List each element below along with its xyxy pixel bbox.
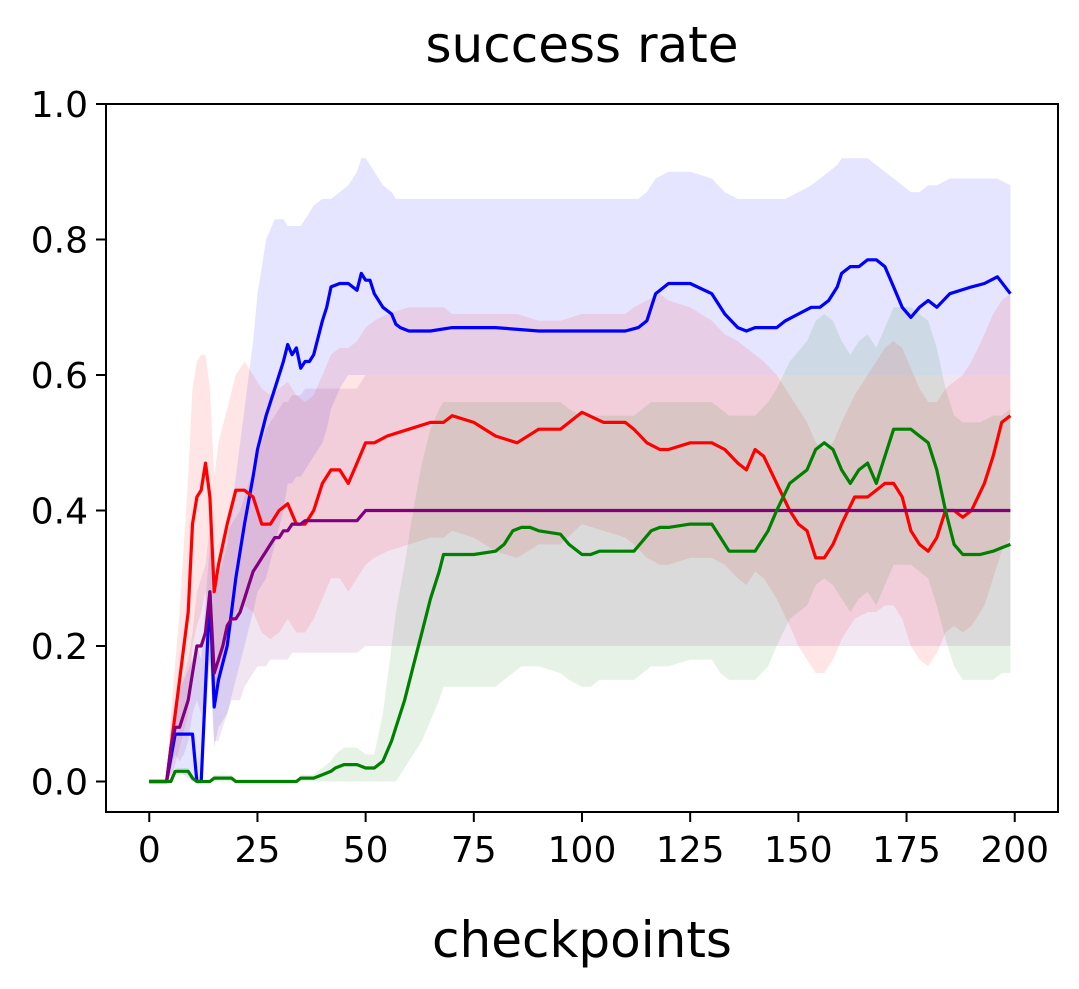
series-2-band <box>149 375 1011 782</box>
x-tick-label: 0 <box>138 830 161 871</box>
series-1-band <box>149 293 1011 782</box>
y-tick-label: 0.6 <box>31 356 88 397</box>
series-3-band <box>149 307 1011 782</box>
x-tick-label: 150 <box>764 830 833 871</box>
y-tick-label: 0.2 <box>31 627 88 668</box>
x-tick-label: 75 <box>451 830 497 871</box>
series-lines <box>149 258 1012 784</box>
y-tick-label: 0.0 <box>31 763 88 804</box>
chart-title: success rate <box>425 16 738 74</box>
series-3-line <box>149 427 1011 784</box>
x-tick-label: 25 <box>235 830 281 871</box>
x-axis-ticks: 0 25 50 75 100 125 150 175 200 <box>138 812 1049 871</box>
series-0-line <box>149 258 1012 784</box>
x-tick-label: 175 <box>872 830 941 871</box>
y-axis-ticks: 0.0 0.2 0.4 0.6 0.8 1.0 <box>31 85 106 804</box>
series-1-line <box>149 410 1012 784</box>
x-tick-label: 200 <box>980 830 1049 871</box>
x-tick-label: 125 <box>656 830 725 871</box>
y-tick-label: 0.8 <box>31 221 88 262</box>
x-tick-label: 50 <box>343 830 389 871</box>
y-tick-label: 1.0 <box>31 85 88 126</box>
series-2-line <box>149 508 1011 784</box>
y-tick-label: 0.4 <box>31 492 88 533</box>
x-tick-label: 100 <box>548 830 617 871</box>
x-axis-label: checkpoints <box>432 911 732 969</box>
